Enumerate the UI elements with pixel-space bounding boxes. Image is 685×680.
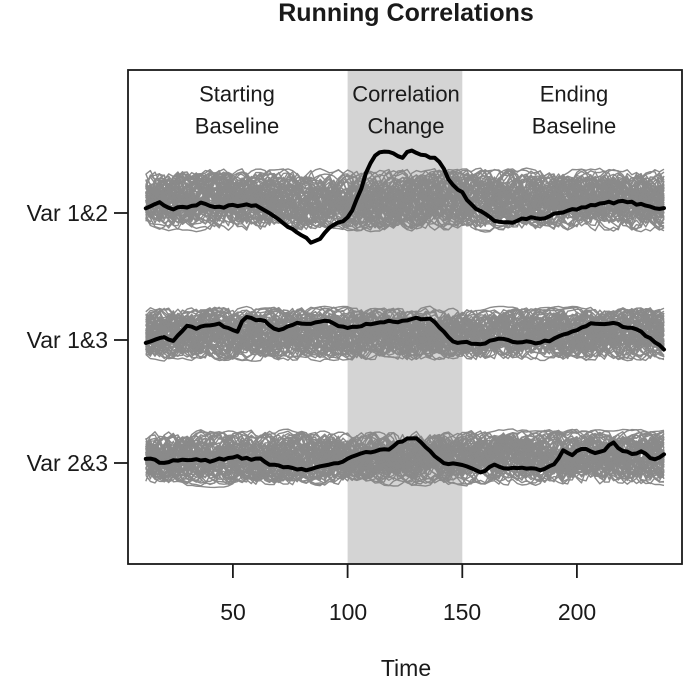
- simulated-null-line: [145, 169, 665, 232]
- simulated-null-line: [145, 176, 665, 228]
- simulated-null-line: [145, 307, 665, 359]
- x-tick-200: 200: [558, 599, 596, 625]
- observed-line-3: [143, 436, 666, 475]
- plot-border: [127, 69, 683, 565]
- simulated-null-line: [145, 444, 665, 483]
- simulated-null-line: [145, 320, 665, 355]
- observed-line-1: [143, 148, 666, 245]
- y-label-var12: Var 1&2: [27, 200, 108, 226]
- x-tick-100: 100: [329, 599, 367, 625]
- y-axis: Var 1&2 Var 1&3 Var 2&3: [27, 200, 128, 476]
- simulated-null-line: [145, 432, 665, 482]
- simulated-null-line: [145, 314, 665, 355]
- x-tick-150: 150: [443, 599, 481, 625]
- simulated-null-line: [145, 430, 665, 487]
- chart-title: Running Correlations: [278, 0, 534, 27]
- x-axis-title: Time: [381, 655, 431, 680]
- correlation-change-label-line1: Correlation: [352, 82, 460, 107]
- x-axis: 50 100 150 200 Time: [220, 564, 596, 680]
- ending-baseline-label-line1: Ending: [540, 82, 609, 107]
- plot-frame: [127, 69, 683, 565]
- observed-line-2: [143, 315, 666, 352]
- y-label-var23: Var 2&3: [27, 450, 108, 476]
- series-lines: [143, 148, 666, 489]
- simulated-null-line: [145, 438, 665, 483]
- correlation-change-label-line2: Change: [367, 114, 444, 139]
- starting-baseline-label-line2: Baseline: [195, 114, 279, 139]
- starting-baseline-label-line1: Starting: [199, 82, 275, 107]
- x-tick-50: 50: [220, 599, 246, 625]
- region-labels: Starting Baseline Correlation Change End…: [195, 82, 616, 139]
- simulated-null-line: [145, 181, 665, 224]
- y-label-var13: Var 1&3: [27, 327, 108, 353]
- simulated-null-line: [145, 171, 665, 229]
- x-axis-ticks: [231, 564, 578, 578]
- simulated-null-line: [145, 307, 665, 361]
- simulated-null-line: [145, 308, 665, 361]
- y-axis-ticks: [114, 212, 128, 464]
- simulated-null-line: [145, 169, 665, 231]
- simulated-null-line: [145, 173, 665, 220]
- ending-baseline-label-line2: Baseline: [532, 114, 616, 139]
